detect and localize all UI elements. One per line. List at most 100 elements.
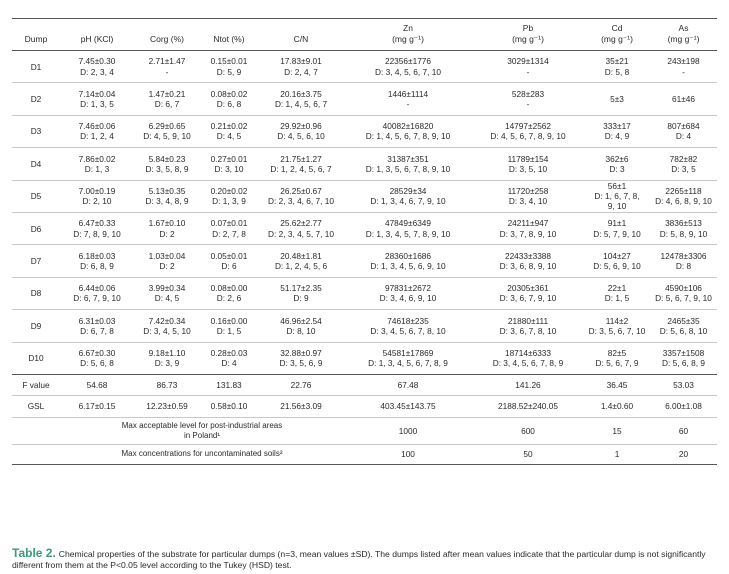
corg-cell: 5.84±0.23 D: 3, 5, 8, 9 <box>134 148 200 180</box>
zn-cell: 54581±17869 D: 1, 3, 4, 5, 6, 7, 8, 9 <box>344 342 472 374</box>
cd-line: 362±6 <box>605 153 629 164</box>
ntot-line: D: 2, 7, 8 <box>212 228 246 239</box>
zn-line: 1446±1114 <box>387 88 429 99</box>
ph-cell: 7.14±0.04 D: 1, 3, 5 <box>60 83 134 115</box>
as-cell: 782±82 D: 3, 5 <box>650 148 717 180</box>
ntot-line: D: 3, 10 <box>214 163 244 174</box>
zn-line: 74618±235 <box>387 315 429 326</box>
as-cell: 807±684 D: 4 <box>650 115 717 147</box>
table-row: D4 7.86±0.02 D: 1, 3 5.84±0.23 D: 3, 5, 8, 9… <box>12 148 717 181</box>
zn-line: 40082±16820 <box>382 121 434 132</box>
cd-line: 114±2 <box>605 315 629 326</box>
as-cell: 243±198- <box>650 51 717 83</box>
header-ph: pH (KCl) <box>80 34 114 44</box>
zn-cell: 40082±16820 D: 1, 4, 5, 6, 7, 8, 9, 10 <box>344 115 472 147</box>
header-row: Dump pH (KCl) Corg (%) Ntot (%) C/N Zn (m… <box>12 18 717 51</box>
cd-line: 35±21 <box>605 56 629 67</box>
cn-cell: 17.83±9.01 D: 2, 4, 7 <box>258 51 344 83</box>
cn-line: 20.48±1.81 <box>280 250 322 261</box>
zn-cell: 22356±1776 D: 3, 4, 5, 6, 7, 10 <box>344 51 472 83</box>
cn-line: 20.16±3.75 <box>280 88 322 99</box>
corg-line: D: 3, 5, 8, 9 <box>145 163 189 174</box>
cn-line: D: 1, 2, 4, 5, 6, 7 <box>270 163 332 174</box>
corg-line: 5.13±0.35 <box>148 186 186 197</box>
pb-line: 14797±2562 <box>504 121 552 132</box>
corg-line: D: 3, 4, 8, 9 <box>145 196 189 207</box>
corg-line: D: 3, 4, 5, 10 <box>143 325 191 336</box>
as-line: D: 4 <box>675 131 692 142</box>
ntot-line: 0.20±0.02 <box>210 186 248 197</box>
header-pb-unit: (mg g⁻¹) <box>512 34 544 44</box>
pb-line: D: 3, 4, 10 <box>508 196 548 207</box>
as-line: 3357±1508 <box>662 348 705 358</box>
ph-line: 7.14±0.04 <box>78 88 116 99</box>
zn-line: D: 1, 4, 5, 6, 7, 8, 9, 10 <box>365 131 451 142</box>
ntot-line: D: 4 <box>221 358 237 369</box>
max-uncontaminated-row: Max concentrations for uncontaminated so… <box>12 444 717 465</box>
as-cell: 4590±106 D: 5, 6, 7, 9, 10 <box>650 277 717 309</box>
as-line: 2265±118 <box>665 186 702 197</box>
zn-line: D: 3, 4, 5, 6, 7, 10 <box>375 66 441 77</box>
pb-line: D: 3, 5, 10 <box>508 163 548 174</box>
dump-cell: D1 <box>30 61 42 72</box>
cd-cell: 333±17 D: 4, 9 <box>584 115 650 147</box>
corg-line: 7.42±0.34 <box>148 315 186 326</box>
ntot-cell: 0.28±0.03 D: 4 <box>200 342 258 374</box>
pb-line: 22433±3388 <box>504 250 552 261</box>
ph-line: D: 6, 7, 8 <box>80 325 114 336</box>
ntot-cell: 0.16±0.00 D: 1, 5 <box>200 310 258 342</box>
as-line: D: 5, 6, 8, 9 <box>662 358 705 369</box>
corg-line: 1.67±0.10 <box>148 218 186 229</box>
cn-line: 32.88±0.97 <box>280 348 322 358</box>
pb-line: 18714±6333 <box>504 348 552 358</box>
zn-line: 22356±1776 <box>384 56 432 67</box>
max-uncontaminated-as: 20 <box>678 449 689 460</box>
cn-line: D: 1, 4, 5, 6, 7 <box>274 99 328 110</box>
header-dump: Dump <box>24 34 48 44</box>
dump-cell: D9 <box>30 320 42 331</box>
ntot-cell: 0.20±0.02 D: 1, 3, 9 <box>200 180 258 212</box>
pb-cell: 24211±947 D: 3, 7, 8, 9, 10 <box>472 212 584 244</box>
as-line: 243±198 <box>667 56 700 67</box>
zn-line: D: 1, 3, 4, 5, 6, 9, 10 <box>370 261 446 272</box>
pb-line: D: 3, 7, 8, 9, 10 <box>499 228 557 239</box>
pb-line: 21880±111 <box>507 315 549 326</box>
gsl-pb: 2188.52±240.05 <box>498 401 558 412</box>
header-zn-name: Zn <box>403 23 413 33</box>
cd-line: D: 3, 5, 6, 7, 10 <box>588 325 646 336</box>
ph-line: 6.47±0.33 <box>78 218 116 229</box>
header-as-name: As <box>678 23 689 33</box>
table-caption: Table 2. Chemical properties of the subst… <box>12 547 717 571</box>
dump-cell: D4 <box>30 158 42 169</box>
ntot-line: 0.07±0.01 <box>210 218 248 229</box>
as-line: 807±684 <box>667 121 700 132</box>
as-cell: 2465±35 D: 5, 6, 8, 10 <box>650 310 717 342</box>
table-row: D2 7.14±0.04 D: 1, 3, 5 1.47±0.21 D: 6, 7 0.0… <box>12 83 717 116</box>
ph-cell: 7.86±0.02 D: 1, 3 <box>60 148 134 180</box>
header-pb-name: Pb <box>522 23 534 33</box>
ph-cell: 6.44±0.06 D: 6, 7, 9, 10 <box>60 277 134 309</box>
zn-line: 28529±34 <box>389 186 427 197</box>
as-cell: 3357±1508 D: 5, 6, 8, 9 <box>650 342 717 374</box>
cd-cell: 5±3 <box>584 83 650 115</box>
cn-line: D: 4, 5, 6, 10 <box>277 131 325 142</box>
corg-line: D: 6, 7 <box>154 99 180 110</box>
table-row: D5 7.00±0.19 D: 2, 10 5.13±0.35 D: 3, 4, 8, … <box>12 180 717 213</box>
pb-line: D: 3, 6, 7, 8, 10 <box>499 325 557 336</box>
chemical-properties-table: Dump pH (KCl) Corg (%) Ntot (%) C/N Zn (m… <box>12 18 717 465</box>
as-line: 2465±35 <box>667 315 700 326</box>
table-row: D10 6.67±0.30 D: 5, 6, 8 9.18±1.10 D: 3, 9 0.… <box>12 342 717 375</box>
corg-line: D: 2 <box>159 261 175 272</box>
cn-line: 29.92±0.96 <box>280 121 322 132</box>
zn-line: D: 1, 3, 5, 6, 7, 8, 9, 10 <box>365 163 451 174</box>
max-uncontaminated-cd: 1 <box>614 449 620 460</box>
cn-line: D: 1, 2, 4, 5, 6 <box>274 261 328 272</box>
ph-cell: 6.47±0.33 D: 7, 8, 9, 10 <box>60 212 134 244</box>
max-uncontaminated-label: Max concentrations for uncontaminated so… <box>121 449 283 459</box>
corg-cell: 2.71±1.47- <box>134 51 200 83</box>
zn-cell: 74618±235 D: 3, 4, 5, 6, 7, 8, 10 <box>344 310 472 342</box>
cn-cell: 20.16±3.75 D: 1, 4, 5, 6, 7 <box>258 83 344 115</box>
max-acceptable-label: Max acceptable level for post-industrial… <box>121 420 283 440</box>
cd-cell: 22±1 D: 1, 5 <box>584 277 650 309</box>
ph-line: 6.18±0.03 <box>78 250 116 261</box>
